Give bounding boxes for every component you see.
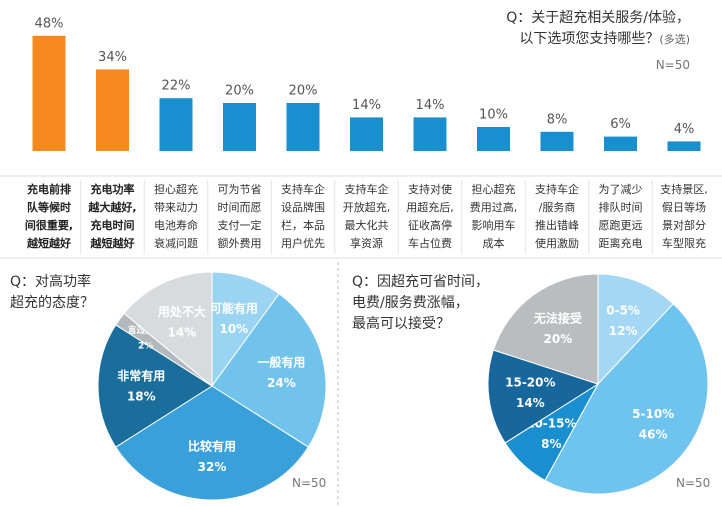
bar <box>540 131 574 151</box>
value-label: 14% <box>352 98 381 113</box>
pie-slice <box>544 303 709 495</box>
category-label: 可为节省 时间而愿 支付一定 额外费用 <box>217 183 262 250</box>
slice-value: 12% <box>609 324 638 338</box>
category-label: 充电功率 越大越好, 充电时间 越短越好 <box>88 183 137 250</box>
value-label: 22% <box>162 79 191 94</box>
slice-label: 无法接受 <box>533 311 582 326</box>
slice-value: 24% <box>267 376 296 390</box>
n-label: N=50 <box>655 58 690 72</box>
pie-slice <box>123 271 213 388</box>
category-label: 为了减少 排队时间 愿跑更远 距离充电 <box>598 183 643 250</box>
bar <box>159 98 193 151</box>
value-label: 4% <box>674 122 695 137</box>
pie-slice <box>115 385 309 501</box>
slice-value: 18% <box>127 389 156 403</box>
n-label: N=50 <box>676 476 711 490</box>
slice-value: 8% <box>541 437 561 451</box>
pie-slice <box>97 324 213 448</box>
chart-title: Q：关于超充相关服务/体验， 以下选项您支持哪些？ <box>506 10 690 47</box>
slice-label: 比较有用 <box>188 439 236 454</box>
n-label: N=50 <box>292 476 327 490</box>
slice-value: 14% <box>168 325 197 339</box>
slice-value: 2% <box>138 341 153 351</box>
bar <box>350 117 383 151</box>
slice-label: 一般有用 <box>257 355 305 370</box>
category-label: 担心超充 费用过高, 影响用车 成本 <box>469 183 518 250</box>
value-label: 20% <box>225 84 254 99</box>
slice-label: 0-5% <box>606 303 640 317</box>
bar <box>223 103 256 151</box>
slice-value: 20% <box>544 332 573 346</box>
slice-label: 用处不大 <box>157 304 206 319</box>
category-label: 支持景区, 假日等场 景对部分 车型限充 <box>660 183 708 250</box>
pie-slice <box>492 273 599 385</box>
category-label: 支持车企 设品牌围 栏，本品 用户优先 <box>281 183 325 250</box>
category-label: 支持车企 开放超充, 最大化共 享资源 <box>342 183 391 250</box>
slice-label: 可能有用 <box>210 301 258 316</box>
slice-value: 46% <box>639 427 668 441</box>
bar <box>96 69 129 151</box>
value-label: 34% <box>98 50 127 65</box>
chart-title: Q：对高功率 超充的态度？ <box>10 274 94 311</box>
pie-slice <box>211 271 280 388</box>
category-label: 支持对使 用超充后, 征收高停 车占位费 <box>406 183 454 250</box>
slice-value: 32% <box>198 460 227 474</box>
category-label: 担心超充 带来动力 电池寿命 衰减问题 <box>154 183 198 250</box>
bar <box>667 141 701 151</box>
pie-slice <box>211 293 327 448</box>
bar <box>413 117 447 151</box>
value-label: 6% <box>610 117 631 132</box>
value-label: 8% <box>547 112 568 127</box>
pie-slice <box>597 273 675 386</box>
category-label: 支持车企 /服务商 推出错峰 使用激励 <box>535 183 579 250</box>
value-label: 48% <box>35 16 64 31</box>
bar-title-block: Q：关于超充相关服务/体验， 以下选项您支持哪些？(多选) <box>506 8 690 50</box>
slice-label: 15-20% <box>505 375 555 389</box>
category-label: 充电前排 队等候时 间很重要, 越短越好 <box>24 183 74 250</box>
bar <box>286 103 320 151</box>
pie-slice <box>487 349 600 444</box>
note: (多选) <box>659 33 690 46</box>
bar <box>477 127 510 151</box>
slice-value: 14% <box>516 396 545 410</box>
slice-label: 5-10% <box>632 407 674 421</box>
slice-value: 10% <box>219 322 248 336</box>
slice-label: 非常有用 <box>117 368 165 383</box>
bar <box>604 136 637 151</box>
bar <box>32 35 66 151</box>
value-label: 10% <box>479 108 508 123</box>
value-label: 20% <box>289 84 318 99</box>
chart-title: Q：因超充可省时间， 电费/服务费涨幅， 最高可以接受？ <box>352 274 490 332</box>
value-label: 14% <box>416 98 445 113</box>
